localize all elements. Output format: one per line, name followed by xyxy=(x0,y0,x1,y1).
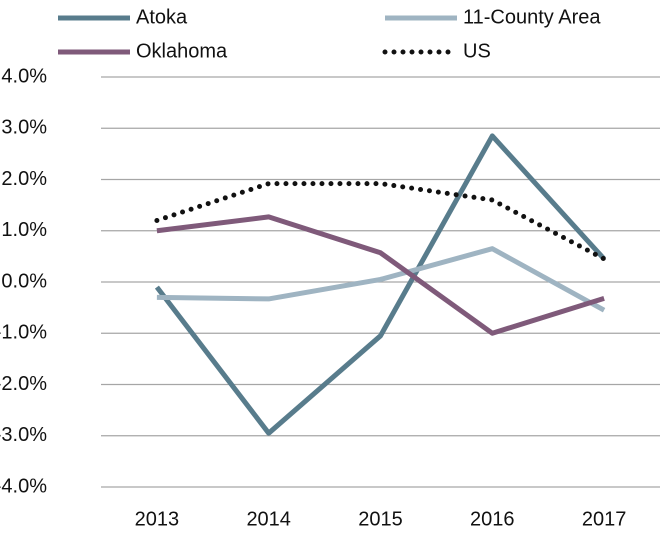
y-tick-label: 2.0% xyxy=(1,168,47,190)
y-tick-label: -3.0% xyxy=(0,424,47,446)
series-line xyxy=(154,133,606,436)
legend-label: US xyxy=(463,40,491,62)
x-tick-label: 2015 xyxy=(358,508,403,530)
y-tick-label: -2.0% xyxy=(0,373,47,395)
x-tick-label: 2016 xyxy=(470,508,515,530)
series-line xyxy=(156,214,605,336)
legend-label: 11-County Area xyxy=(463,6,601,28)
legend-label: Oklahoma xyxy=(136,40,228,62)
x-tick-label: 2017 xyxy=(582,508,627,530)
y-tick-label: -1.0% xyxy=(0,322,47,344)
y-tick-label: -4.0% xyxy=(0,475,47,497)
legend-label: Atoka xyxy=(136,6,188,28)
y-tick-label: 0.0% xyxy=(1,270,47,292)
series-line xyxy=(156,246,606,313)
series-line xyxy=(154,181,607,262)
y-tick-label: 1.0% xyxy=(1,219,47,241)
x-tick-label: 2014 xyxy=(246,508,291,530)
x-tick-label: 2013 xyxy=(135,508,180,530)
y-tick-label: 4.0% xyxy=(1,65,47,87)
y-tick-label: 3.0% xyxy=(1,117,47,139)
